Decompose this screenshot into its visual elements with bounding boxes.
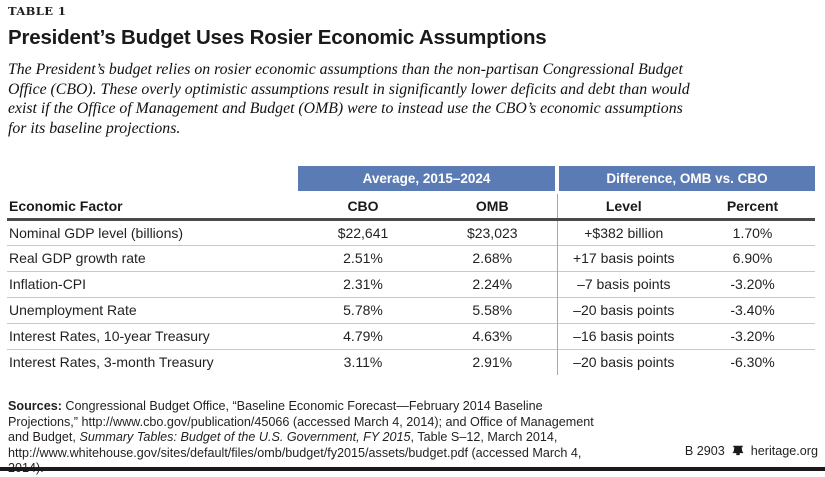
row-percent-value: -3.40% bbox=[690, 296, 816, 323]
column-header-omb: OMB bbox=[428, 192, 558, 221]
sources-label: Sources: bbox=[8, 399, 62, 413]
sources-text-2: , Table S–12, March 2014, http://www.whi… bbox=[8, 430, 582, 475]
economic-assumptions-table: Average, 2015–2024 Difference, OMB vs. C… bbox=[7, 166, 816, 375]
group-header-average: Average, 2015–2024 bbox=[298, 166, 558, 194]
row-factor: Nominal GDP level (billions) bbox=[9, 224, 184, 241]
row-level-value: –20 basis points bbox=[556, 348, 691, 375]
group-header-row: Average, 2015–2024 Difference, OMB vs. C… bbox=[7, 166, 816, 194]
row-omb-value: 5.58% bbox=[428, 296, 558, 323]
page-title: President’s Budget Uses Rosier Economic … bbox=[8, 26, 547, 49]
row-level-value: –7 basis points bbox=[556, 270, 691, 297]
row-percent-value: -3.20% bbox=[690, 270, 816, 297]
row-percent-value: -6.30% bbox=[690, 348, 816, 375]
row-cbo-value: 5.78% bbox=[298, 296, 428, 323]
row-omb-value: 4.63% bbox=[428, 322, 558, 349]
row-factor: Real GDP growth rate bbox=[7, 244, 298, 271]
row-level-value: +$382 billion bbox=[556, 219, 691, 245]
row-cbo-value: 2.31% bbox=[298, 270, 428, 297]
row-cbo-value: 4.79% bbox=[298, 322, 428, 349]
row-omb-value: 2.24% bbox=[428, 270, 558, 297]
heritage-site-label: heritage.org bbox=[750, 444, 818, 458]
table-row: Interest Rates, 10-year Treasury 4.79% 4… bbox=[7, 322, 816, 349]
report-id-code: B 2903 bbox=[684, 444, 725, 458]
row-level-value: –20 basis points bbox=[556, 296, 691, 323]
column-header-factor: Economic Factor bbox=[7, 192, 298, 221]
row-cbo-value: 2.51% bbox=[298, 244, 428, 271]
row-omb-value: 2.91% bbox=[428, 348, 558, 375]
column-header-percent: Percent bbox=[690, 192, 816, 221]
table-number-kicker: TABLE 1 bbox=[8, 4, 67, 18]
group-header-spacer bbox=[7, 166, 298, 194]
row-percent-value: -3.20% bbox=[690, 322, 816, 349]
row-omb-value: $23,023 bbox=[466, 224, 518, 241]
heritage-liberty-bell-icon bbox=[732, 445, 744, 456]
row-percent-value: 1.70% bbox=[732, 224, 773, 241]
row-factor: Interest Rates, 3-month Treasury bbox=[7, 348, 298, 375]
row-omb-value: 2.68% bbox=[428, 244, 558, 271]
sources-note: Sources: Congressional Budget Office, “B… bbox=[8, 399, 616, 477]
table-row: Nominal GDP level (billions) $22,641 $23… bbox=[7, 219, 815, 245]
sources-text-1: Congressional Budget Office, “Baseline E… bbox=[8, 399, 594, 445]
row-cbo-value: 3.11% bbox=[298, 348, 428, 375]
footer-brandline: B 2903 heritage.org bbox=[685, 444, 818, 458]
column-header-cbo: CBO bbox=[298, 192, 428, 221]
table-row: Real GDP growth rate 2.51% 2.68% +17 bas… bbox=[7, 244, 816, 271]
row-cbo-value: $22,641 bbox=[337, 224, 389, 241]
sources-text-italic: Summary Tables: Budget of the U.S. Gover… bbox=[79, 430, 411, 445]
group-header-difference: Difference, OMB vs. CBO bbox=[555, 166, 816, 194]
row-percent-value: 6.90% bbox=[690, 244, 816, 271]
row-level-value: +17 basis points bbox=[556, 244, 691, 271]
bottom-rule bbox=[0, 467, 825, 471]
table-row: Inflation-CPI 2.31% 2.24% –7 basis point… bbox=[7, 270, 816, 297]
row-factor: Interest Rates, 10-year Treasury bbox=[7, 322, 298, 349]
table-row: Interest Rates, 3-month Treasury 3.11% 2… bbox=[7, 348, 816, 375]
column-header-level: Level bbox=[556, 192, 691, 221]
column-header-row: Economic Factor CBO OMB Level Percent bbox=[7, 192, 816, 221]
table-row: Unemployment Rate 5.78% 5.58% –20 basis … bbox=[7, 296, 816, 323]
row-factor: Unemployment Rate bbox=[7, 296, 298, 323]
row-level-value: –16 basis points bbox=[556, 322, 691, 349]
row-factor: Inflation-CPI bbox=[7, 270, 298, 297]
intro-paragraph: The President’s budget relies on rosier … bbox=[8, 61, 690, 137]
